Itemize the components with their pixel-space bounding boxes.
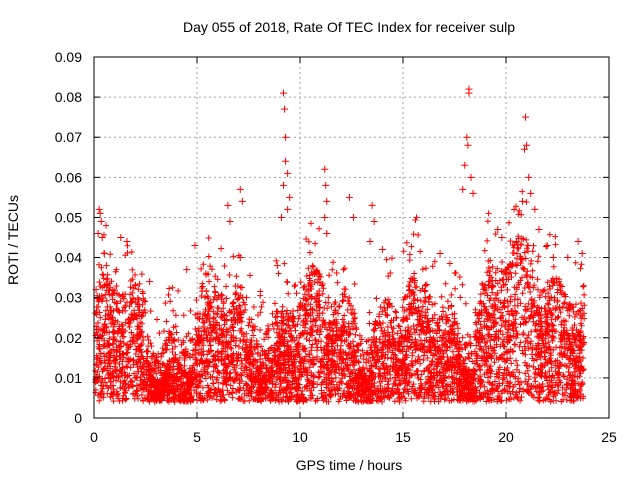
data-point [97, 217, 105, 225]
data-point [574, 238, 582, 246]
data-point [531, 205, 539, 213]
data-point [236, 254, 244, 262]
data-point [224, 201, 232, 209]
x-axis-label: GPS time / hours [296, 457, 403, 473]
data-point [459, 185, 467, 193]
data-point [366, 238, 374, 246]
plot-frame [93, 56, 610, 419]
y-tick-label: 0.07 [55, 129, 82, 145]
data-point [102, 262, 110, 270]
data-point [527, 189, 535, 197]
data-point [469, 189, 477, 197]
data-point [284, 169, 292, 177]
dense-data-band [92, 188, 588, 405]
data-point [131, 282, 139, 290]
data-point [95, 205, 103, 213]
data-point [464, 141, 472, 149]
data-point [282, 133, 290, 141]
data-point [236, 185, 244, 193]
data-point [564, 254, 572, 262]
data-point [368, 201, 376, 209]
data-point [323, 197, 331, 205]
data-point [535, 225, 543, 233]
y-tick-label: 0.01 [55, 370, 82, 386]
y-tick-label: 0.04 [55, 250, 82, 266]
data-point [543, 242, 551, 250]
data-point [465, 89, 473, 97]
data-point [280, 89, 288, 97]
y-tick-label: 0.05 [55, 209, 82, 225]
data-points [92, 85, 586, 294]
data-point [549, 254, 557, 262]
data-point [280, 181, 288, 189]
data-point [494, 225, 502, 233]
data-point [512, 238, 520, 246]
data-point [226, 217, 234, 225]
data-point [94, 229, 102, 237]
y-axis-ticks: 0 0.01 0.02 0.03 0.04 0.05 0.06 0.07 0.08 0.09 [55, 49, 609, 426]
data-point [183, 266, 191, 274]
x-tick-label: 20 [498, 429, 514, 445]
data-point [321, 165, 329, 173]
data-point [461, 161, 469, 169]
x-axis-ticks: 0 5 10 15 20 25 [90, 57, 617, 445]
data-point [282, 157, 290, 165]
x-tick-label: 5 [193, 429, 201, 445]
data-point [98, 234, 106, 241]
data-point [525, 173, 533, 181]
y-axis-label: ROTI / TECUs [5, 195, 21, 285]
data-point [467, 173, 475, 181]
data-point [238, 197, 246, 205]
y-tick-label: 0.06 [55, 169, 82, 185]
data-point [345, 193, 353, 201]
data-point [522, 113, 530, 121]
data-point [286, 193, 294, 201]
data-point [521, 145, 529, 153]
data-point [100, 250, 108, 258]
data-point [323, 229, 331, 237]
data-point [436, 250, 444, 258]
data-point [96, 209, 104, 217]
y-tick-label: 0.09 [55, 49, 82, 65]
data-point [378, 246, 386, 254]
data-point [518, 197, 526, 205]
data-point [117, 234, 125, 241]
data-point [191, 242, 199, 250]
data-point [370, 217, 378, 225]
data-point [578, 250, 586, 258]
roti-point-cloud [92, 188, 588, 405]
data-point [498, 234, 506, 241]
y-tick-label: 0.03 [55, 290, 82, 306]
data-point [350, 213, 358, 221]
data-point [463, 133, 471, 141]
data-point [321, 213, 329, 221]
data-point [146, 278, 154, 286]
x-tick-label: 15 [395, 429, 411, 445]
chart-title: Day 055 of 2018, Rate Of TEC Index for r… [183, 19, 515, 35]
y-tick-label: 0.02 [55, 330, 82, 346]
data-point [322, 181, 330, 189]
data-point [523, 141, 531, 149]
data-point [284, 205, 292, 213]
data-point [123, 238, 131, 246]
x-tick-label: 0 [90, 429, 98, 445]
data-point [277, 213, 285, 221]
x-tick-label: 10 [292, 429, 308, 445]
data-point [281, 105, 289, 113]
data-point [273, 262, 281, 270]
y-tick-label: 0.08 [55, 89, 82, 105]
y-tick-label: 0 [74, 410, 82, 426]
x-tick-label: 25 [601, 429, 617, 445]
